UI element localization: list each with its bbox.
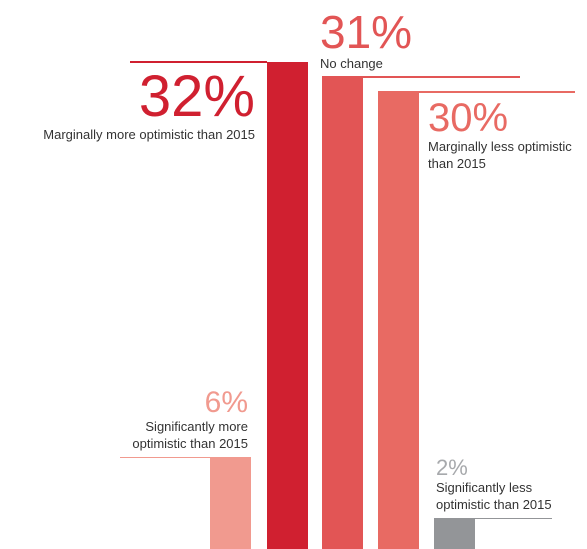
label-rule xyxy=(322,76,520,78)
label-rule xyxy=(130,61,267,63)
bar xyxy=(434,518,475,549)
value-label: 2% xyxy=(436,454,468,480)
category-label: No change xyxy=(320,56,383,72)
value-label: 32% xyxy=(138,64,255,129)
category-label: Marginally more optimistic than 2015 xyxy=(43,127,255,142)
bar-label: 32% Marginally more optimistic than 2015 xyxy=(43,68,255,143)
category-label: Marginally less optimistic than 2015 xyxy=(428,139,572,172)
category-label: Significantly more optimistic than 2015 xyxy=(132,418,248,451)
label-rule xyxy=(378,91,575,93)
category-label: Significantly less optimistic than 2015 xyxy=(436,479,552,512)
bar-label: 30% Marginally less optimistic than 2015 xyxy=(428,98,578,173)
value-label: 30% xyxy=(428,96,509,141)
bar xyxy=(322,77,363,549)
value-label: 6% xyxy=(204,385,248,419)
bar-label: 31% No change xyxy=(320,9,412,72)
label-rule xyxy=(434,517,552,520)
bar-label: 6% Significantly more optimistic than 201… xyxy=(113,385,248,453)
value-label: 31% xyxy=(320,6,413,59)
bar xyxy=(267,62,308,549)
bar-label: 2% Significantly less optimistic than 201… xyxy=(436,454,571,514)
label-rule xyxy=(120,456,251,459)
bar xyxy=(378,92,419,549)
bar xyxy=(210,457,251,549)
